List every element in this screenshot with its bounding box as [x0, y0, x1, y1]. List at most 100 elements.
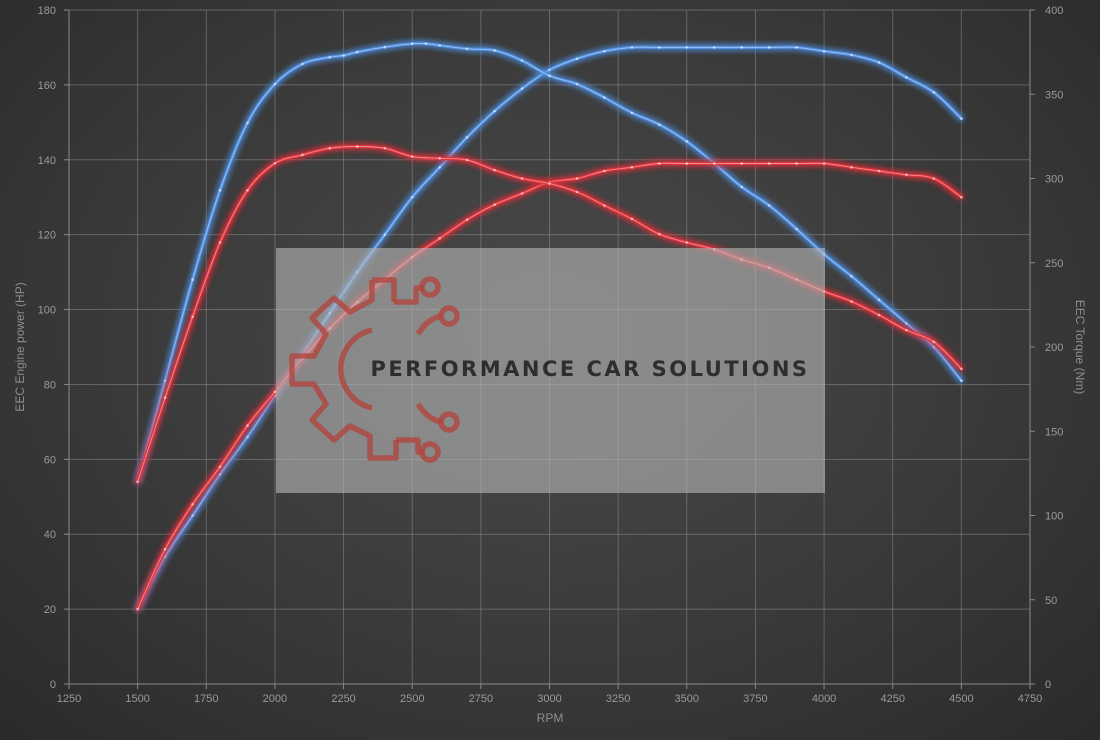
data-point — [658, 232, 661, 236]
data-point — [712, 46, 716, 49]
data-point — [301, 153, 304, 157]
data-point — [218, 241, 222, 244]
data-point — [795, 46, 798, 49]
data-point — [795, 227, 798, 231]
data-point — [410, 42, 414, 45]
data-point — [246, 424, 249, 427]
x-tick-label: 4500 — [949, 693, 973, 705]
data-point — [191, 278, 194, 281]
data-point — [905, 322, 908, 325]
data-point — [163, 379, 167, 383]
data-point — [493, 203, 496, 206]
data-point — [246, 189, 249, 192]
data-point — [767, 162, 771, 165]
data-point — [493, 109, 496, 113]
data-point — [438, 237, 442, 240]
data-point — [246, 121, 249, 125]
y-axis-left-title: EEC Engine power (HP) — [13, 282, 27, 411]
data-point — [877, 61, 881, 64]
data-point — [822, 49, 826, 53]
data-point — [301, 62, 304, 66]
data-point — [465, 136, 469, 139]
data-point — [342, 54, 345, 57]
grid-lines — [68, 9, 1031, 685]
data-point — [163, 555, 167, 558]
data-point — [685, 140, 689, 143]
x-tick-label: 3250 — [606, 693, 630, 705]
y-left-tick-label: 140 — [38, 155, 56, 167]
data-point — [191, 315, 194, 319]
data-point — [685, 241, 689, 244]
data-point — [438, 157, 442, 160]
y-right-tick-label: 250 — [1045, 258, 1063, 270]
data-point — [328, 146, 332, 150]
data-point — [410, 195, 414, 199]
watermark: PERFORMANCE CAR SOLUTIONS — [276, 248, 825, 493]
data-point — [603, 204, 606, 207]
data-point — [960, 379, 963, 383]
y-right-tick-label: 200 — [1045, 342, 1063, 354]
blue-torque-line-highlight — [137, 42, 962, 482]
y-right-tick-label: 50 — [1045, 595, 1057, 607]
blue-torque-line — [136, 41, 963, 484]
data-point — [658, 46, 661, 49]
data-point — [424, 42, 428, 45]
data-point — [191, 503, 194, 506]
data-point — [548, 74, 551, 77]
data-point — [850, 300, 853, 303]
data-point — [630, 46, 634, 49]
data-point — [191, 514, 194, 517]
x-tick-label: 3750 — [743, 693, 767, 705]
data-point — [658, 162, 661, 165]
x-tick-label: 4250 — [880, 693, 904, 705]
x-axis-ticks: 1250 1500 1750 2000 2250 2500 2750 3000 3250 3500… — [57, 693, 1042, 705]
data-point — [932, 177, 936, 180]
data-point — [520, 192, 524, 195]
data-point — [548, 68, 551, 72]
data-point — [630, 166, 634, 169]
y-right-tick-label: 150 — [1045, 426, 1063, 438]
data-point — [273, 82, 277, 86]
data-point — [905, 173, 908, 177]
data-point — [603, 49, 606, 53]
data-point — [932, 91, 936, 94]
y-left-tick-label: 80 — [44, 379, 56, 391]
data-point — [630, 217, 634, 221]
gear-circuit-logo-icon — [289, 276, 460, 463]
data-point — [905, 328, 908, 332]
data-point — [712, 162, 716, 165]
y-right-tick-label: 400 — [1045, 5, 1063, 17]
y-left-tick-label: 100 — [38, 305, 56, 317]
data-point — [465, 47, 469, 51]
watermark-text: PERFORMANCE CAR SOLUTIONS — [370, 357, 809, 381]
data-point — [438, 44, 442, 47]
data-point — [465, 158, 469, 162]
y-axis-right-title: EEC Torque (Nm) — [1073, 300, 1087, 394]
axes — [64, 9, 1035, 689]
data-point — [273, 162, 277, 165]
data-point — [850, 274, 853, 278]
data-point — [740, 46, 743, 49]
data-point — [465, 218, 469, 221]
y-left-tick-label: 20 — [44, 604, 56, 616]
x-tick-label: 3500 — [675, 693, 699, 705]
data-point — [603, 96, 606, 99]
data-point — [520, 59, 524, 62]
data-point — [136, 480, 139, 484]
y-left-tick-label: 60 — [44, 454, 56, 466]
data-point — [658, 123, 661, 126]
data-point — [767, 204, 771, 207]
data-point — [905, 76, 908, 79]
data-point — [877, 313, 881, 317]
data-point — [520, 87, 524, 90]
data-point — [383, 146, 387, 150]
data-point — [410, 155, 414, 158]
data-point — [960, 367, 963, 371]
data-point — [328, 55, 332, 59]
data-point — [218, 189, 222, 192]
data-point — [136, 607, 139, 611]
data-point — [877, 298, 881, 302]
y-axis-left-ticks: 0 20 40 60 80 100 120 140 160 180 — [38, 5, 56, 691]
data-point — [520, 177, 524, 180]
